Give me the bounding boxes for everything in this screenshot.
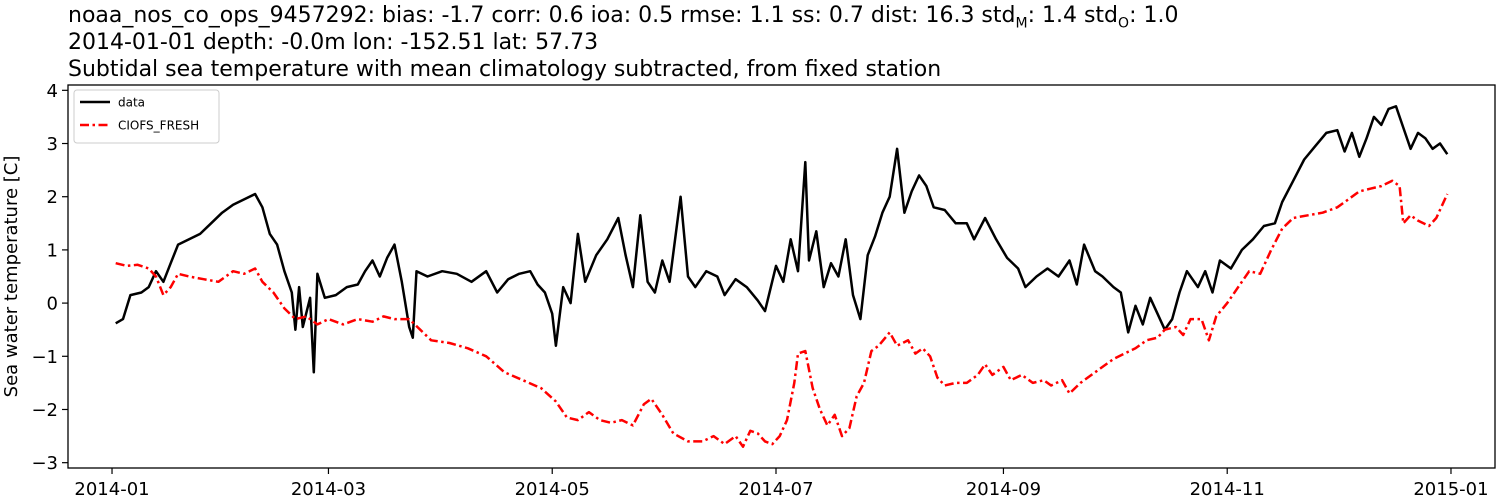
x-tick-label: 2014-05 [515, 479, 590, 500]
y-tick-label: 3 [47, 134, 58, 155]
chart-title-block: noaa_nos_co_ops_9457292: bias: -1.7 corr… [68, 2, 1178, 83]
chart-title-stats: noaa_nos_co_ops_9457292: bias: -1.7 corr… [68, 2, 1179, 32]
y-tick-label: 4 [47, 81, 58, 102]
y-tick-label: −1 [31, 347, 58, 368]
x-tick-label: 2014-07 [738, 479, 813, 500]
y-tick-label: −2 [31, 400, 58, 421]
x-tick-label: 2014-11 [1190, 479, 1265, 500]
x-tick-label: 2014-01 [74, 479, 149, 500]
x-tick-label: 2014-09 [966, 479, 1041, 500]
series-layer [115, 105, 1449, 448]
title-sub-m: M [1015, 15, 1028, 32]
legend-label-data: data [118, 96, 145, 110]
chart-title-description: Subtidal sea temperature with mean clima… [68, 57, 942, 82]
title-stats-text: noaa_nos_co_ops_9457292: bias: -1.7 corr… [68, 3, 1016, 28]
y-axis: −3 −2 −1 0 1 2 3 4 [31, 81, 68, 474]
y-tick-label: −3 [31, 453, 58, 474]
chart-title-location: 2014-01-01 depth: -0.0m lon: -152.51 lat… [68, 30, 599, 55]
legend-label-ciofs-fresh: CIOFS_FRESH [118, 119, 199, 133]
y-axis-label: Sea water temperature [C] [1, 156, 22, 398]
x-axis: 2014-01 2014-03 2014-05 2014-07 2014-09 2014-… [74, 468, 1489, 500]
title-sub-o: O [1118, 15, 1130, 32]
y-tick-label: 2 [47, 187, 58, 208]
y-tick-label: 0 [47, 294, 58, 315]
title-stats-mid: : 1.4 std [1027, 3, 1119, 28]
x-tick-label: 2015-01 [1413, 479, 1488, 500]
title-stats-end: : 1.0 [1129, 3, 1179, 28]
legend: data CIOFS_FRESH [73, 89, 220, 144]
legend-box [73, 89, 220, 144]
plot-frame [67, 84, 1496, 469]
y-tick-label: 1 [47, 240, 58, 261]
series-line-ciofs-fresh [115, 179, 1449, 448]
x-tick-label: 2014-03 [291, 479, 366, 500]
series-line-data [115, 105, 1449, 374]
